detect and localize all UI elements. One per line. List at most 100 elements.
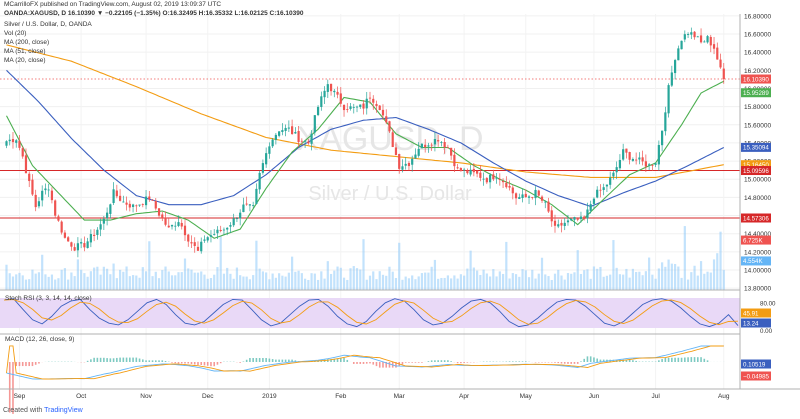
candle[interactable] bbox=[450, 147, 453, 160]
candle[interactable] bbox=[709, 34, 712, 53]
candle[interactable] bbox=[112, 182, 115, 205]
candle[interactable] bbox=[333, 88, 336, 98]
candle[interactable] bbox=[686, 32, 690, 39]
candle[interactable] bbox=[271, 137, 274, 149]
candle[interactable] bbox=[323, 86, 326, 105]
candle[interactable] bbox=[521, 188, 524, 203]
candle[interactable] bbox=[498, 173, 501, 186]
candle[interactable] bbox=[690, 27, 693, 40]
candle[interactable] bbox=[605, 184, 609, 193]
candle[interactable] bbox=[41, 185, 44, 207]
candle[interactable] bbox=[216, 226, 219, 239]
candle[interactable] bbox=[550, 206, 553, 227]
candle[interactable] bbox=[34, 189, 37, 212]
candle[interactable] bbox=[683, 30, 686, 43]
candle[interactable] bbox=[644, 154, 647, 172]
candle[interactable] bbox=[352, 103, 355, 114]
candle[interactable] bbox=[232, 213, 235, 228]
candle[interactable] bbox=[566, 214, 570, 226]
candle[interactable] bbox=[459, 167, 462, 172]
candle[interactable] bbox=[407, 161, 411, 171]
ma-200-line[interactable] bbox=[6, 44, 724, 178]
candle[interactable] bbox=[310, 130, 313, 151]
candle[interactable] bbox=[141, 203, 144, 208]
candle[interactable] bbox=[430, 142, 433, 151]
candle[interactable] bbox=[128, 200, 131, 212]
candle[interactable] bbox=[534, 186, 537, 206]
candle[interactable] bbox=[174, 221, 177, 231]
candle[interactable] bbox=[300, 138, 303, 145]
candle[interactable] bbox=[482, 172, 485, 186]
candle[interactable] bbox=[187, 233, 190, 247]
candle[interactable] bbox=[540, 195, 544, 204]
candle[interactable] bbox=[213, 229, 216, 236]
candle[interactable] bbox=[86, 237, 89, 249]
candle[interactable] bbox=[125, 196, 128, 211]
candle[interactable] bbox=[255, 183, 258, 205]
candle[interactable] bbox=[122, 195, 125, 203]
candle[interactable] bbox=[93, 229, 96, 242]
candle[interactable] bbox=[553, 214, 557, 233]
candle[interactable] bbox=[54, 199, 57, 219]
candle[interactable] bbox=[485, 177, 488, 185]
candle[interactable] bbox=[404, 157, 407, 170]
candle[interactable] bbox=[359, 104, 362, 109]
candle[interactable] bbox=[336, 86, 339, 99]
candle[interactable] bbox=[268, 142, 271, 159]
legend-volume[interactable]: Vol (20) bbox=[4, 30, 27, 37]
candle[interactable] bbox=[261, 159, 264, 175]
candle[interactable] bbox=[563, 217, 566, 231]
candle[interactable] bbox=[239, 209, 242, 226]
candle[interactable] bbox=[63, 230, 67, 239]
candle[interactable] bbox=[18, 135, 21, 151]
candle[interactable] bbox=[586, 202, 589, 224]
candle[interactable] bbox=[346, 103, 349, 113]
ma-20-line[interactable] bbox=[6, 80, 725, 239]
candle[interactable] bbox=[417, 142, 420, 158]
candle[interactable] bbox=[44, 183, 47, 195]
candle[interactable] bbox=[635, 152, 638, 165]
moving-averages[interactable] bbox=[6, 44, 725, 239]
candle[interactable] bbox=[544, 200, 547, 209]
candle[interactable] bbox=[144, 190, 148, 210]
candle[interactable] bbox=[664, 106, 667, 136]
candle[interactable] bbox=[511, 184, 514, 200]
candle[interactable] bbox=[83, 236, 86, 252]
candle[interactable] bbox=[307, 138, 310, 145]
candle[interactable] bbox=[667, 83, 670, 118]
candle[interactable] bbox=[524, 189, 527, 198]
candle[interactable] bbox=[284, 124, 287, 137]
candle[interactable] bbox=[599, 184, 602, 198]
legend-ma200[interactable]: MA (200, close) bbox=[4, 39, 50, 46]
candle[interactable] bbox=[320, 91, 323, 111]
candle[interactable] bbox=[281, 123, 284, 136]
candle[interactable] bbox=[37, 197, 41, 209]
candle[interactable] bbox=[135, 204, 138, 212]
candle[interactable] bbox=[235, 216, 239, 223]
time-axis[interactable]: Sep Oct Nov Dec 2019 Feb Mar Apr May Jun Jul Aug bbox=[14, 393, 730, 400]
candle[interactable] bbox=[391, 128, 394, 148]
candle[interactable] bbox=[200, 237, 203, 254]
candle[interactable] bbox=[102, 215, 105, 231]
candle[interactable] bbox=[469, 164, 472, 177]
candle[interactable] bbox=[609, 171, 612, 189]
legend-ma20[interactable]: MA (20, close) bbox=[4, 57, 46, 64]
candle[interactable] bbox=[420, 143, 424, 149]
candle[interactable] bbox=[492, 169, 495, 181]
candle[interactable] bbox=[398, 153, 401, 174]
candle[interactable] bbox=[115, 184, 118, 199]
candle[interactable] bbox=[28, 171, 31, 188]
candle[interactable] bbox=[57, 214, 60, 222]
candle[interactable] bbox=[368, 91, 372, 104]
candle[interactable] bbox=[60, 220, 63, 235]
candle[interactable] bbox=[183, 220, 187, 241]
candle[interactable] bbox=[693, 30, 696, 40]
candle[interactable] bbox=[706, 35, 709, 44]
candle[interactable] bbox=[427, 142, 430, 153]
candle[interactable] bbox=[8, 134, 11, 146]
candle[interactable] bbox=[154, 198, 157, 211]
candle[interactable] bbox=[622, 143, 625, 161]
candle[interactable] bbox=[287, 120, 290, 133]
candle[interactable] bbox=[661, 130, 664, 152]
